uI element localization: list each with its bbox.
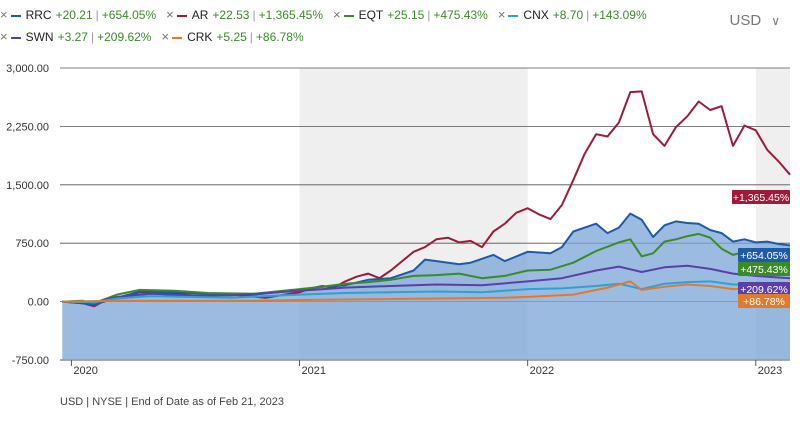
y-tick-label: 1,500.00 — [6, 180, 49, 192]
legend-item-crk: × CRK +5.25 | +86.78% — [161, 26, 303, 48]
legend-percent: +86.78% — [255, 30, 304, 44]
legend-item-ar: × AR +22.53 | +1,365.45% — [166, 4, 323, 26]
legend-ticker: EQT — [358, 8, 384, 22]
price-performance-chart: 3,000.00 2,250.00 1,500.00 750.00 0.00 -750.0… — [6, 63, 791, 377]
truncated-row — [0, 422, 60, 428]
legend-swatch — [508, 14, 519, 17]
end-label-box-ar — [732, 190, 790, 204]
y-tick-label: -750.00 — [12, 355, 49, 367]
close-icon[interactable]: × — [497, 7, 506, 22]
legend-ticker: AR — [191, 8, 209, 22]
y-tick-label: 2,250.00 — [6, 121, 49, 133]
legend-swatch — [10, 14, 21, 17]
legend-change: +22.53 — [212, 8, 250, 22]
chevron-down-icon: ∨ — [771, 14, 780, 28]
legend-separator: | — [95, 8, 99, 22]
legend-separator: | — [252, 8, 256, 22]
end-label-box-crk — [738, 294, 790, 308]
end-label-box-eqt — [738, 262, 790, 276]
currency-label: USD — [729, 12, 762, 29]
chart-legend: × RRC +20.21 | +654.05% × AR +22.53 | +1,365.45% ×… — [0, 4, 720, 48]
legend-ticker: SWN — [25, 30, 54, 44]
legend-change: +25.15 — [387, 8, 425, 22]
end-label-eqt: +475.43% — [740, 264, 788, 276]
legend-swatch — [172, 36, 183, 39]
legend-ticker: CRK — [187, 30, 213, 44]
legend-ticker: RRC — [25, 8, 52, 22]
legend-ticker: CNX — [523, 8, 549, 22]
series-line-crk — [62, 280, 791, 303]
legend-separator: | — [427, 8, 431, 22]
legend-separator: | — [249, 30, 253, 44]
series-line-cnx — [62, 280, 791, 304]
series-line-eqt — [62, 232, 791, 305]
end-label-box-swn — [738, 282, 790, 296]
x-tick-label: 2020 — [73, 365, 97, 377]
chart-footnote: USD | NYSE | End of Date as of Feb 21, 2… — [60, 396, 285, 408]
close-icon[interactable]: × — [332, 7, 341, 22]
legend-item-eqt: × EQT +25.15 | +475.43% — [333, 4, 488, 26]
close-icon[interactable]: × — [166, 7, 174, 22]
end-label-crk: +86.78% — [743, 296, 785, 308]
end-label-swn: +209.62% — [740, 284, 788, 296]
series-line-swn — [62, 264, 791, 304]
legend-change: +5.25 — [216, 30, 247, 44]
legend-percent: +143.09% — [592, 8, 647, 22]
x-tick-label: 2022 — [530, 365, 554, 377]
legend-percent: +654.05% — [101, 8, 157, 22]
legend-swatch — [343, 14, 354, 17]
legend-swatch — [176, 14, 187, 17]
legend-percent: +1,365.45% — [258, 8, 323, 22]
area-fill-rrc — [62, 213, 790, 360]
legend-item-cnx: × CNX +8.70 | +143.09% — [498, 4, 647, 26]
close-icon[interactable]: × — [0, 29, 8, 44]
y-tick-label: 3,000.00 — [6, 63, 49, 75]
end-label-box-rrc — [738, 248, 790, 262]
legend-change: +20.21 — [55, 8, 93, 22]
legend-separator: | — [90, 30, 95, 44]
legend-item-rrc: × RRC +20.21 | +654.05% — [0, 4, 156, 26]
legend-percent: +209.62% — [97, 30, 152, 44]
currency-selector[interactable]: USD ∨ — [730, 12, 780, 29]
legend-change: +8.70 — [552, 8, 584, 22]
end-label-rrc: +654.05% — [740, 250, 788, 262]
close-icon[interactable]: × — [0, 7, 8, 22]
x-tick-label: 2021 — [302, 365, 326, 377]
y-tick-label: 0.00 — [28, 297, 49, 309]
legend-swatch — [10, 36, 21, 39]
y-tick-label: 750.00 — [15, 238, 49, 250]
legend-item-swn: × SWN +3.27 | +209.62% — [0, 26, 151, 48]
end-label-ar: +1,365.45% — [733, 192, 789, 204]
x-tick-label: 2023 — [758, 365, 782, 377]
legend-change: +3.27 — [57, 30, 88, 44]
legend-percent: +475.43% — [433, 8, 488, 22]
legend-separator: | — [586, 8, 590, 22]
close-icon[interactable]: × — [161, 29, 170, 44]
